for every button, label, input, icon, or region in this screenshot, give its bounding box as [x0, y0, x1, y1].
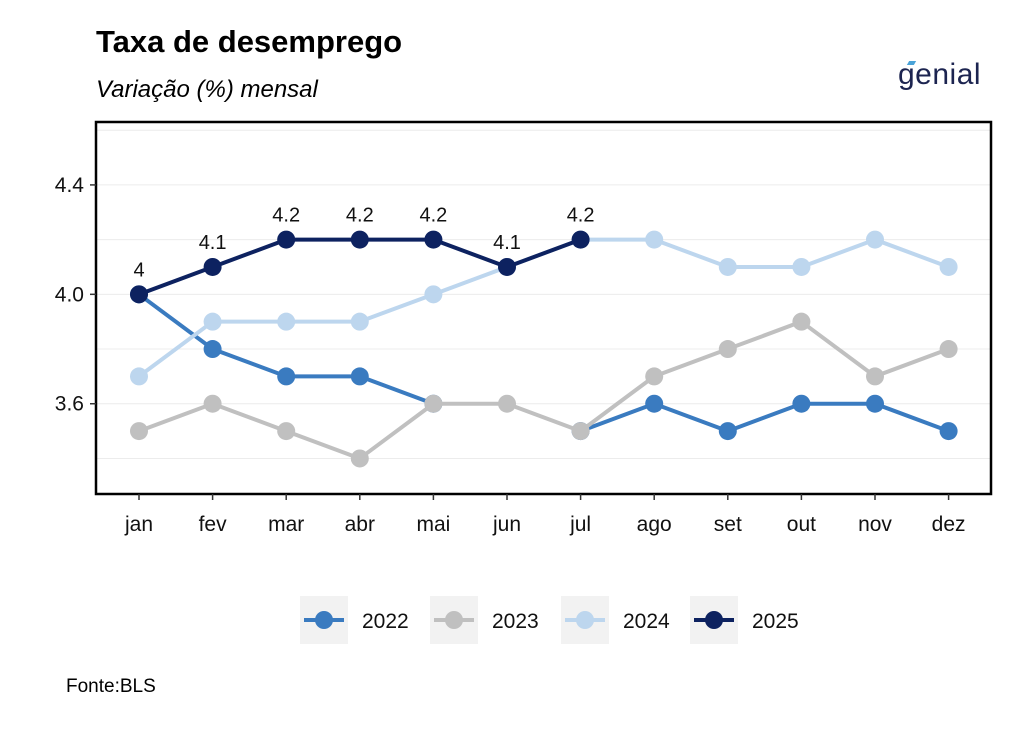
x-tick-label: out — [787, 513, 816, 536]
data-point — [718, 422, 737, 441]
legend-key-point — [315, 611, 333, 629]
data-point — [130, 422, 148, 441]
data-point — [645, 367, 664, 386]
data-point — [424, 230, 443, 249]
legend-label: 2023 — [492, 610, 539, 633]
legend-label: 2025 — [752, 610, 799, 633]
data-label: 4.2 — [567, 205, 595, 227]
data-point — [350, 449, 369, 468]
source-note: Fonte:BLS — [66, 676, 156, 697]
data-point — [203, 257, 222, 276]
data-point — [866, 230, 884, 249]
data-point — [939, 422, 958, 441]
data-point — [350, 312, 369, 331]
data-point — [130, 285, 148, 304]
series-line — [579, 401, 950, 434]
data-point — [792, 257, 811, 276]
x-tick-label: jan — [124, 513, 153, 536]
legend-label: 2022 — [362, 610, 409, 633]
x-tick-label: fev — [199, 513, 228, 536]
data-point — [203, 312, 222, 331]
series-line — [137, 237, 950, 378]
legend-item-2024: 2024 — [561, 596, 670, 644]
gridlines — [96, 129, 991, 459]
axes: 3.6 4.0 4.4 jan fev mar abr mai jun jul ago set out n… — [55, 174, 966, 536]
x-tick-label: jun — [492, 513, 521, 536]
data-point — [718, 257, 737, 276]
data-point — [424, 394, 443, 413]
y-tick-label: 4.0 — [55, 283, 84, 306]
data-point — [130, 367, 148, 386]
data-label: 4.1 — [493, 232, 521, 254]
data-point — [939, 257, 958, 276]
legend-item-2022: 2022 — [300, 596, 409, 644]
data-label: 4.1 — [199, 232, 227, 254]
data-point — [424, 285, 443, 304]
x-tick-label: abr — [345, 513, 375, 536]
data-label: 4.2 — [346, 205, 374, 227]
data-point — [792, 312, 811, 331]
legend-key-point — [705, 611, 723, 629]
x-tick-label: nov — [858, 513, 892, 536]
legend-item-2023: 2023 — [430, 596, 539, 644]
legend-label: 2024 — [623, 610, 670, 633]
series-layer — [130, 230, 958, 468]
data-point — [350, 230, 369, 249]
data-point — [645, 230, 664, 249]
data-point — [571, 422, 590, 441]
y-tick-label: 4.4 — [55, 174, 85, 197]
plot-border — [94, 120, 993, 496]
data-point — [718, 340, 737, 359]
data-point — [203, 394, 222, 413]
data-point — [498, 394, 516, 413]
x-tick-label: dez — [932, 513, 966, 536]
data-point — [792, 394, 811, 413]
data-point — [277, 367, 296, 386]
x-tick-label: jul — [569, 513, 591, 536]
data-point — [277, 422, 296, 441]
legend-item-2025: 2025 — [690, 596, 799, 644]
data-point — [939, 340, 958, 359]
x-tick-label: mar — [268, 513, 304, 536]
data-label: 4.2 — [419, 205, 447, 227]
y-tick-label: 3.6 — [55, 393, 84, 416]
data-point — [277, 312, 296, 331]
chart-subtitle: Variação (%) mensal — [96, 76, 318, 103]
x-tick-label: set — [714, 513, 742, 536]
chart-title: Taxa de desemprego — [96, 24, 403, 59]
data-label: 4 — [133, 259, 144, 281]
data-labels: 4 4.1 4.2 4.2 4.2 4.1 4.2 — [133, 205, 594, 282]
legend-key-point — [576, 611, 594, 629]
brand-logo: genial — [898, 58, 982, 91]
data-point — [645, 394, 664, 413]
x-tick-label: ago — [637, 513, 672, 536]
data-point — [498, 257, 516, 276]
series-2022 — [130, 285, 958, 441]
data-point — [866, 394, 884, 413]
data-point — [277, 230, 296, 249]
legend-key-point — [445, 611, 463, 629]
data-point — [203, 340, 222, 359]
legend: 2022 2023 2024 2025 — [300, 596, 799, 644]
data-point — [571, 230, 590, 249]
series-2025 — [130, 230, 590, 304]
data-point — [350, 367, 369, 386]
series-line — [138, 319, 950, 461]
series-2023 — [130, 312, 958, 468]
data-point — [866, 367, 884, 386]
x-tick-label: mai — [416, 513, 450, 536]
data-label: 4.2 — [272, 205, 300, 227]
